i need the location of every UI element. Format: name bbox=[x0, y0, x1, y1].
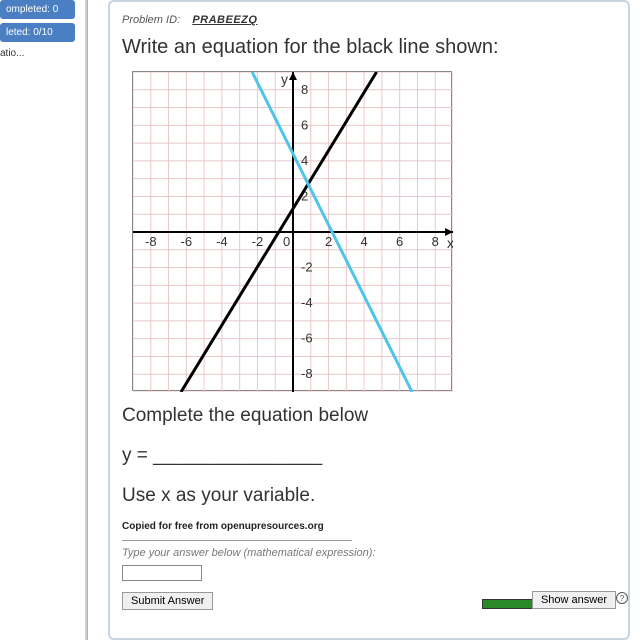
svg-text:2: 2 bbox=[325, 234, 332, 249]
svg-text:-4: -4 bbox=[216, 234, 228, 249]
help-icon[interactable]: ? bbox=[616, 592, 628, 604]
svg-text:4: 4 bbox=[360, 234, 367, 249]
svg-text:y: y bbox=[281, 72, 288, 87]
svg-text:-8: -8 bbox=[145, 234, 157, 249]
svg-text:6: 6 bbox=[301, 117, 308, 132]
button-row: Submit Answer Show answer bbox=[122, 591, 616, 610]
vertical-divider bbox=[85, 0, 88, 640]
separator-line bbox=[122, 540, 352, 541]
svg-text:x: x bbox=[447, 235, 453, 251]
svg-text:-2: -2 bbox=[252, 234, 264, 249]
graph-svg: -8-6-4-22468-8-6-4-22468xy0 bbox=[133, 72, 453, 392]
answer-input[interactable] bbox=[122, 565, 202, 581]
svg-text:6: 6 bbox=[396, 234, 403, 249]
problem-id-label: Problem ID: bbox=[122, 14, 180, 26]
problem-id-row: Problem ID: PRABEEZQ bbox=[122, 14, 616, 26]
submit-button[interactable]: Submit Answer bbox=[122, 592, 213, 610]
sidebar-pill-completed[interactable]: ompleted: 0 bbox=[0, 0, 75, 19]
problem-id-value: PRABEEZQ bbox=[192, 14, 257, 26]
attribution-note: Copied for free from openupresources.org bbox=[122, 521, 616, 532]
sidebar-pill-progress[interactable]: leted: 0/10 bbox=[0, 23, 75, 42]
sidebar-text-ratio: atio... bbox=[0, 46, 75, 61]
svg-text:4: 4 bbox=[301, 153, 308, 168]
svg-text:-4: -4 bbox=[301, 295, 313, 310]
svg-text:8: 8 bbox=[432, 234, 439, 249]
svg-text:-6: -6 bbox=[181, 234, 193, 249]
svg-text:8: 8 bbox=[301, 82, 308, 97]
question-title: Write an equation for the black line sho… bbox=[122, 36, 616, 59]
instruction-variable: Use x as your variable. bbox=[122, 485, 616, 507]
svg-text:0: 0 bbox=[283, 234, 290, 249]
show-answer-button[interactable]: Show answer bbox=[532, 591, 616, 609]
instruction-complete: Complete the equation below bbox=[122, 405, 616, 427]
svg-text:-6: -6 bbox=[301, 331, 313, 346]
svg-text:-2: -2 bbox=[301, 260, 313, 275]
graph: -8-6-4-22468-8-6-4-22468xy0 bbox=[132, 71, 452, 391]
answer-label: Type your answer below (mathematical exp… bbox=[122, 547, 616, 559]
sidebar: ompleted: 0 leted: 0/10 atio... bbox=[0, 0, 75, 640]
main-panel: Problem ID: PRABEEZQ Write an equation f… bbox=[108, 0, 630, 640]
equation-template: y = ________________ bbox=[122, 445, 616, 467]
svg-text:-8: -8 bbox=[301, 366, 313, 381]
